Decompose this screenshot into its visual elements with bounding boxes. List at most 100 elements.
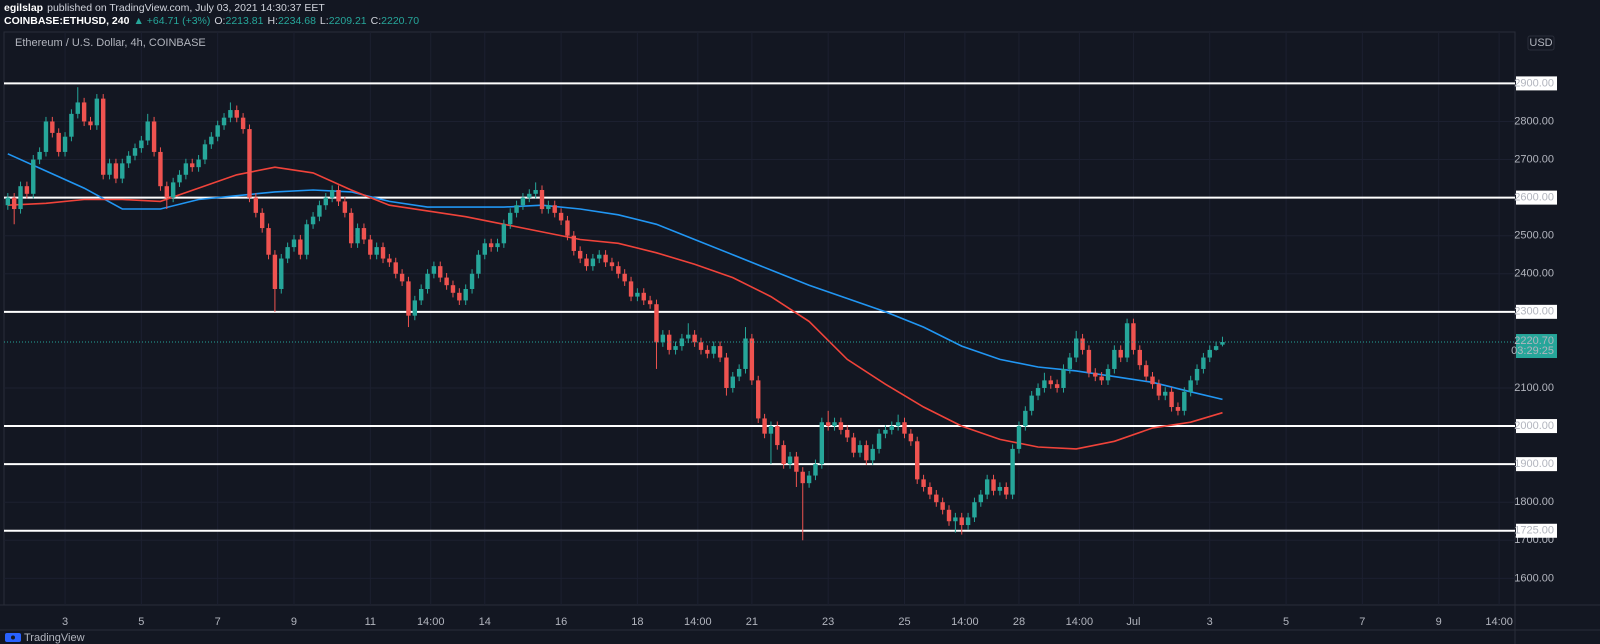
candle-body (1137, 349, 1142, 366)
ohlc-value: 2234.68 (278, 15, 316, 27)
x-tick-label: 5 (138, 616, 144, 628)
candle-body (1048, 380, 1053, 385)
candle-body (444, 277, 449, 286)
candle-body (266, 228, 271, 255)
level-label-box (1516, 523, 1557, 538)
candle-body (756, 380, 761, 419)
candle-body (501, 224, 507, 244)
y-tick-label: 1800.00 (1514, 496, 1554, 508)
x-tick-label: Jul (1126, 616, 1140, 628)
candle-body (546, 205, 551, 210)
candle-body (1220, 342, 1225, 345)
candle-body (775, 426, 780, 446)
candle-body (1023, 410, 1028, 427)
candle-body (113, 163, 119, 179)
candle-body (597, 254, 602, 259)
candle-body (997, 486, 1003, 491)
last-price-label: 2220.70 (1514, 335, 1554, 347)
candle-body (660, 334, 666, 343)
currency: USD (1529, 37, 1552, 49)
candle-body (883, 429, 888, 434)
candle-body (18, 186, 23, 210)
candle-body (488, 243, 494, 248)
candle-body (940, 502, 945, 510)
candle-body (361, 228, 367, 240)
candle-body (43, 121, 49, 152)
candle-body (851, 437, 856, 453)
footer-brand: TradingView (24, 632, 85, 644)
x-tick-label: 25 (898, 616, 910, 628)
x-tick-label: 5 (1283, 616, 1289, 628)
candle-body (705, 349, 710, 354)
x-tick-label: 14:00 (417, 616, 445, 628)
candle-body (768, 426, 774, 434)
candle-body (584, 258, 589, 267)
candle-body (1067, 357, 1073, 369)
candle-body (1105, 368, 1111, 381)
plot-area (3, 31, 1516, 606)
candle-body (1169, 391, 1174, 408)
level-label-box (1516, 419, 1557, 434)
ohlc-value: 2220.70 (381, 15, 419, 27)
candle-body (819, 422, 825, 465)
candle-body (5, 197, 11, 206)
level-label: 2600.00 (1514, 192, 1554, 204)
candle-body (438, 266, 443, 278)
candle-body (380, 247, 386, 259)
candle-body (864, 445, 869, 461)
candle-body (972, 502, 977, 518)
candle-body (552, 205, 557, 213)
candle-body (908, 433, 914, 442)
candle-body (1201, 357, 1206, 369)
x-tick-label: 7 (1359, 616, 1365, 628)
candle-body (743, 338, 748, 369)
marks (4, 82, 1515, 541)
candle-body (355, 228, 360, 244)
candle-body (259, 212, 265, 229)
y-tick-label: 1600.00 (1514, 572, 1554, 584)
author: egilslap (4, 2, 43, 14)
candle-body (431, 266, 437, 274)
candle-body (577, 250, 583, 259)
candle-body (508, 212, 513, 225)
candle-body (31, 159, 36, 194)
level-label: 2300.00 (1514, 306, 1554, 318)
candle-body (533, 190, 538, 194)
candle-body (24, 186, 30, 194)
x-tick-label: 28 (1013, 616, 1025, 628)
candle-body (946, 509, 952, 522)
x-tick-label: 16 (555, 616, 567, 628)
candle-body (291, 239, 297, 248)
candle-body (736, 368, 742, 377)
candle-body (590, 258, 596, 267)
candle-body (1156, 384, 1162, 396)
candle-body (1188, 380, 1193, 392)
candle-body (183, 163, 189, 175)
candle-body (399, 273, 405, 282)
candle-body (101, 98, 106, 175)
candle-body (1010, 448, 1015, 495)
candle-body (622, 273, 627, 282)
candle-body (571, 235, 577, 251)
candle-body (476, 254, 481, 274)
y-tick-label: 2500.00 (1514, 230, 1554, 242)
x-tick-label: 9 (291, 616, 297, 628)
candle-body (406, 281, 411, 316)
candle-body (1004, 486, 1009, 495)
candle-body (698, 342, 704, 350)
candle-body (298, 239, 303, 255)
candle-body (170, 182, 176, 198)
candle-body (1207, 349, 1212, 358)
candle-body (673, 346, 678, 350)
candle-body (876, 433, 882, 449)
candle-body (126, 155, 131, 164)
candle-body (418, 288, 424, 301)
level-label-box (1516, 457, 1557, 472)
candle-body (902, 422, 907, 434)
candle-body (1016, 426, 1022, 449)
level-label-box (1516, 190, 1557, 205)
candle-body (781, 445, 786, 465)
candle-body (151, 121, 157, 152)
candle-body (329, 190, 335, 198)
candle-body (272, 254, 278, 289)
